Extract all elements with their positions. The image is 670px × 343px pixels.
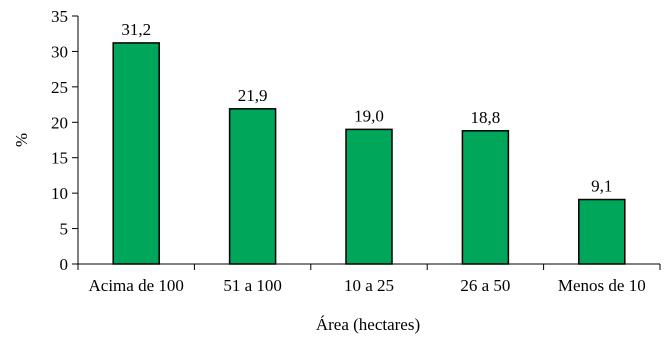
- y-tick-label: 35: [51, 7, 68, 26]
- x-tick-label: 10 a 25: [344, 276, 394, 295]
- value-labels: 31,2 21,9 19,0 18,8 9,1: [121, 20, 612, 196]
- x-axis-title: Área (hectares): [316, 315, 420, 334]
- y-axis-title: %: [12, 133, 31, 147]
- y-tick-label: 30: [51, 42, 68, 61]
- y-tick-label: 20: [51, 113, 68, 132]
- bar: [461, 130, 510, 265]
- value-label: 21,9: [238, 86, 268, 105]
- y-tick-label: 25: [51, 78, 68, 97]
- y-axis: 0 5 10 15 20 25 30 35: [51, 7, 79, 274]
- x-tick-label: 26 a 50: [460, 276, 510, 295]
- bar: [228, 108, 277, 265]
- bar: [112, 42, 160, 265]
- value-label: 18,8: [471, 108, 501, 127]
- value-label: 9,1: [591, 177, 612, 196]
- x-axis: Acima de 100 51 a 100 10 a 25 26 a 50 Menos …: [77, 263, 661, 295]
- y-tick-label: 10: [51, 184, 68, 203]
- y-tick-label: 0: [60, 255, 69, 274]
- bar: [578, 198, 626, 265]
- y-tick-label: 15: [51, 149, 68, 168]
- x-tick-label: 51 a 100: [223, 276, 282, 295]
- value-label: 31,2: [121, 20, 151, 39]
- bar: [345, 128, 393, 265]
- x-tick-label: Menos de 10: [558, 276, 646, 295]
- x-tick-label: Acima de 100: [89, 276, 184, 295]
- bars: [112, 42, 626, 265]
- value-label: 19,0: [354, 106, 384, 125]
- y-tick-label: 5: [60, 220, 69, 239]
